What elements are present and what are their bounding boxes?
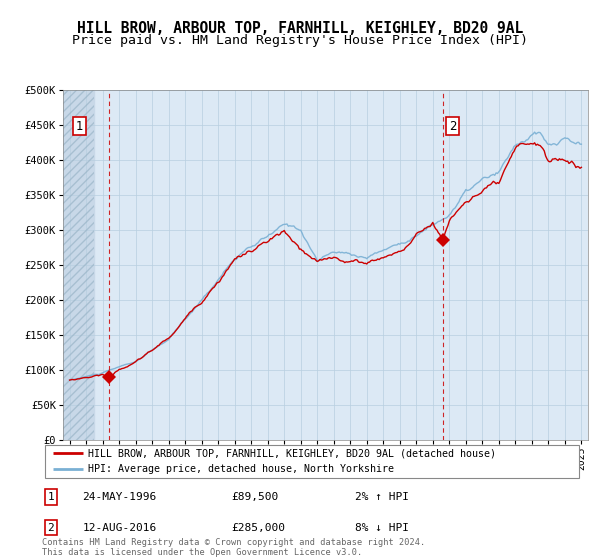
Text: £285,000: £285,000: [231, 522, 285, 533]
Bar: [63, 90, 94, 440]
Text: 2: 2: [47, 522, 54, 533]
Text: 8% ↓ HPI: 8% ↓ HPI: [355, 522, 409, 533]
Text: HPI: Average price, detached house, North Yorkshire: HPI: Average price, detached house, Nort…: [88, 464, 394, 474]
Text: 24-MAY-1996: 24-MAY-1996: [83, 492, 157, 502]
Text: 1: 1: [76, 119, 83, 133]
Text: Price paid vs. HM Land Registry's House Price Index (HPI): Price paid vs. HM Land Registry's House …: [72, 34, 528, 47]
Text: HILL BROW, ARBOUR TOP, FARNHILL, KEIGHLEY, BD20 9AL: HILL BROW, ARBOUR TOP, FARNHILL, KEIGHLE…: [77, 21, 523, 36]
Text: 12-AUG-2016: 12-AUG-2016: [83, 522, 157, 533]
Text: HILL BROW, ARBOUR TOP, FARNHILL, KEIGHLEY, BD20 9AL (detached house): HILL BROW, ARBOUR TOP, FARNHILL, KEIGHLE…: [88, 449, 496, 459]
Text: 2: 2: [449, 119, 457, 133]
FancyBboxPatch shape: [45, 445, 580, 478]
Text: Contains HM Land Registry data © Crown copyright and database right 2024.
This d: Contains HM Land Registry data © Crown c…: [42, 538, 425, 557]
Text: 2% ↑ HPI: 2% ↑ HPI: [355, 492, 409, 502]
Text: £89,500: £89,500: [231, 492, 278, 502]
Bar: [63, 90, 94, 440]
Text: 1: 1: [47, 492, 54, 502]
